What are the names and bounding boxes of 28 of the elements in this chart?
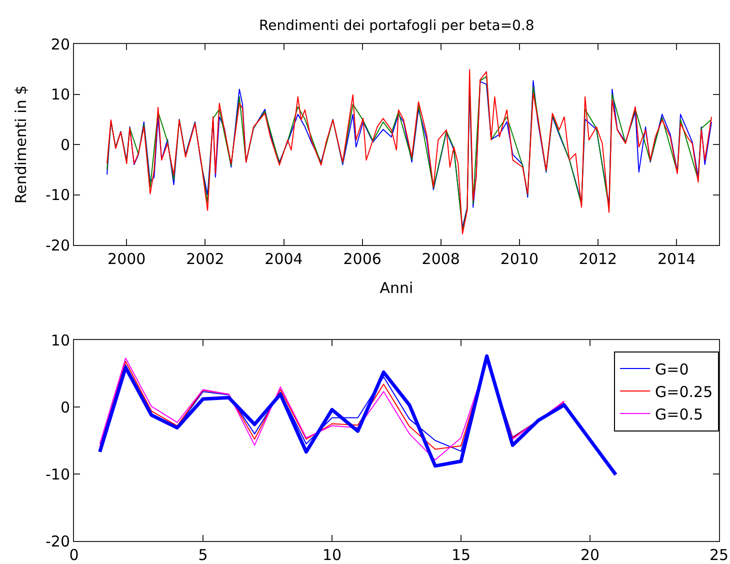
legend-label: G=0	[655, 360, 689, 378]
y-axis-title: Rendimenti in $	[12, 85, 30, 204]
legend-label: G=0.25	[655, 382, 713, 401]
x-tick-label: 5	[198, 546, 208, 564]
x-tick-label: 2002	[186, 250, 224, 268]
legend-label: G=0.5	[655, 405, 704, 424]
x-tick-label: 25	[709, 546, 729, 564]
chart-title: Rendimenti dei portafogli per beta=0.8	[259, 18, 534, 34]
x-tick-label: 2008	[422, 250, 460, 268]
x-axis-title: Anni	[380, 279, 414, 297]
x-tick-label: 2012	[578, 250, 618, 268]
y-tick-label: -10	[46, 465, 70, 484]
x-tick-label: 20	[580, 546, 600, 564]
y-tick-label: 10	[50, 331, 70, 350]
y-tick-label: 10	[50, 86, 70, 104]
x-tick-label: 2014	[657, 250, 696, 268]
x-tick-label: 2006	[343, 250, 382, 268]
y-tick-label: 0	[60, 136, 70, 154]
x-tick-label: 2010	[500, 250, 539, 268]
y-tick-label: 0	[60, 398, 70, 416]
x-tick-label: 2004	[264, 250, 303, 268]
x-tick-label: 2000	[108, 250, 146, 268]
y-tick-label: 20	[50, 35, 70, 54]
x-tick-label: 15	[451, 546, 471, 564]
y-tick-label: -10	[46, 186, 70, 204]
y-tick-label: -20	[46, 236, 70, 254]
x-tick-label: 10	[322, 546, 342, 564]
y-tick-label: -20	[46, 532, 70, 550]
